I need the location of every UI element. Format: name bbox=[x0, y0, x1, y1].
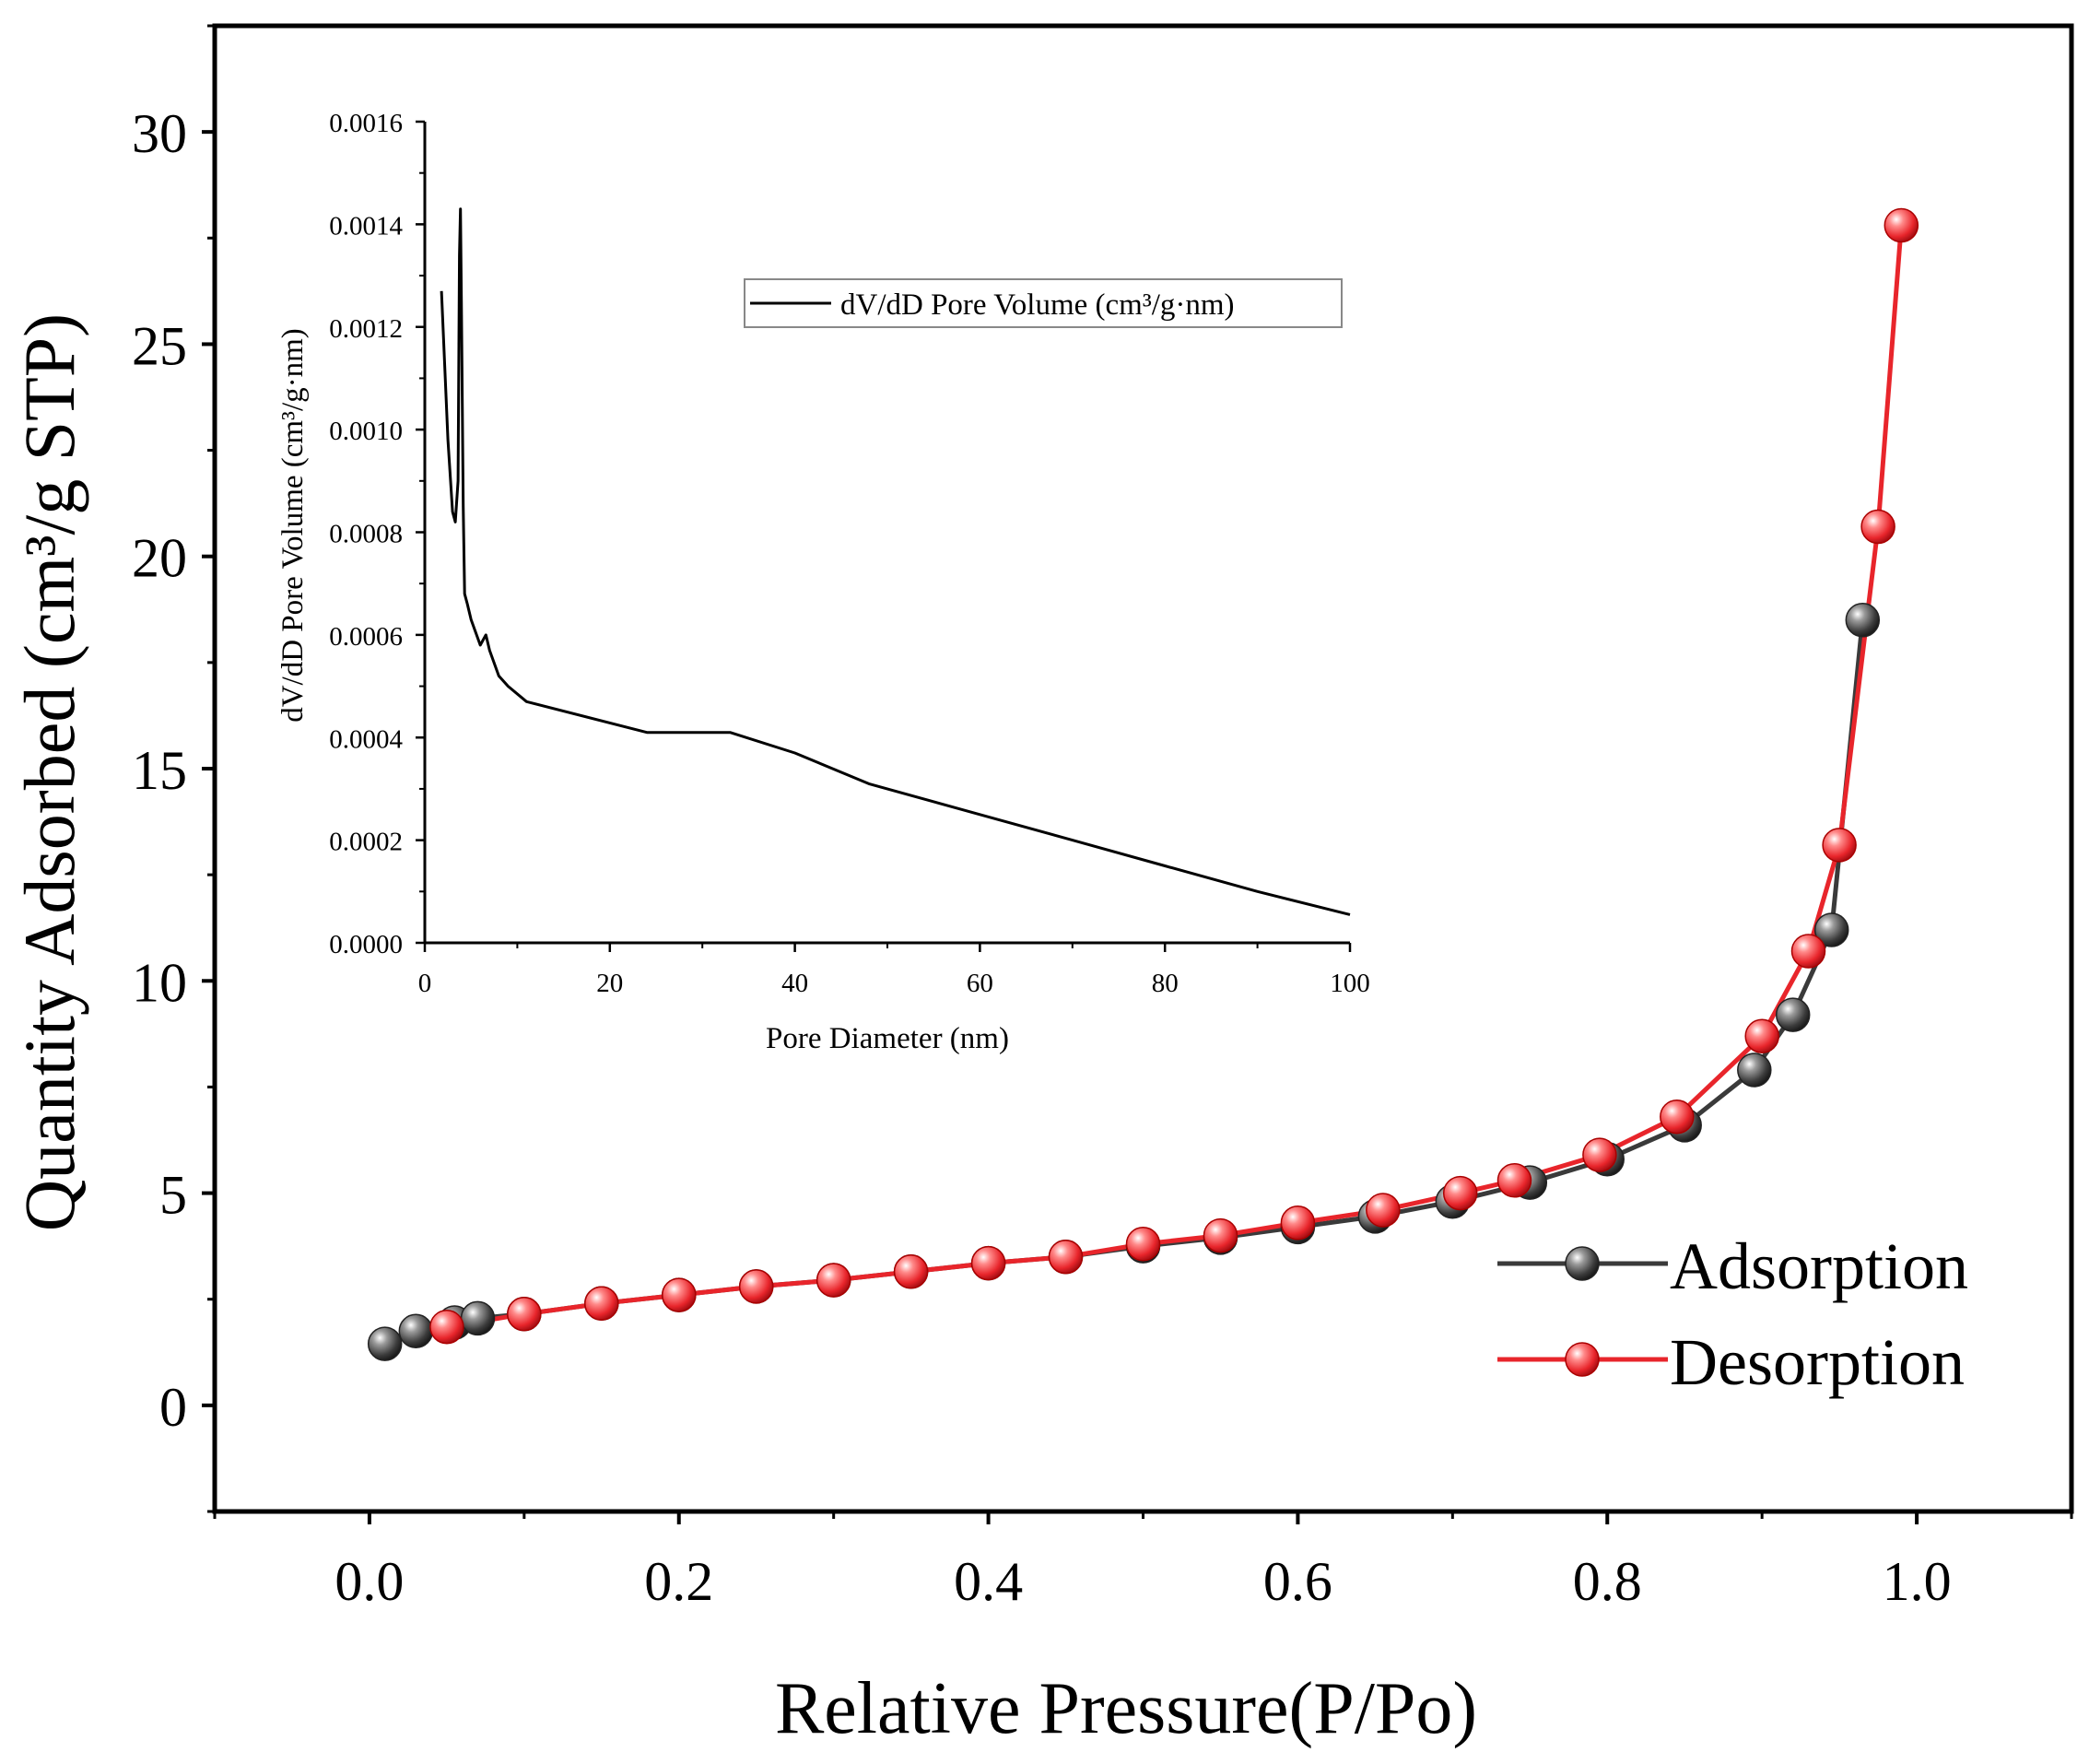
main-y-axis-label: Quantity Adsorbed (cm³/g STP) bbox=[9, 313, 89, 1231]
main-legend: Adsorption Desorption bbox=[1497, 1229, 1968, 1399]
data-point-desorption bbox=[507, 1297, 542, 1332]
data-point-desorption bbox=[1884, 207, 1919, 243]
main-y-tick-label: 5 bbox=[159, 1165, 187, 1226]
data-point-adsorption bbox=[1845, 603, 1881, 638]
main-x-tick-label: 1.0 bbox=[1883, 1551, 1952, 1612]
inset-x-tick-label: 40 bbox=[781, 969, 808, 998]
main-x-tick-label: 0.0 bbox=[334, 1551, 404, 1612]
legend-item-adsorption: Adsorption bbox=[1497, 1229, 1968, 1303]
data-point-desorption bbox=[662, 1277, 697, 1312]
inset-y-tick-label: 0.0000 bbox=[329, 930, 403, 959]
data-point-desorption bbox=[1582, 1137, 1617, 1172]
main-y-tick-label: 15 bbox=[132, 740, 187, 801]
inset-series-layer bbox=[440, 207, 1351, 916]
legend-item-desorption: Desorption bbox=[1497, 1325, 1965, 1399]
data-point-desorption bbox=[1125, 1227, 1161, 1262]
inset-series-line bbox=[440, 207, 1351, 916]
data-point-desorption bbox=[970, 1245, 1006, 1281]
data-point-adsorption bbox=[367, 1326, 403, 1361]
data-point-desorption bbox=[1860, 509, 1895, 545]
inset-x-tick-label: 80 bbox=[1152, 969, 1179, 998]
legend-desorption-marker bbox=[1565, 1342, 1600, 1377]
inset-x-tick-label: 100 bbox=[1330, 969, 1370, 998]
inset-legend-label: dV/dD Pore Volume (cm³/g·nm) bbox=[840, 288, 1235, 322]
data-point-desorption bbox=[1660, 1099, 1695, 1135]
main-series-layer bbox=[367, 207, 1919, 1361]
main-x-tick-label: 0.6 bbox=[1263, 1551, 1332, 1612]
inset-legend-box bbox=[744, 278, 1343, 328]
data-point-desorption bbox=[1496, 1163, 1532, 1198]
inset-legend: dV/dD Pore Volume (cm³/g·nm) bbox=[744, 278, 1343, 328]
data-point-adsorption bbox=[460, 1300, 496, 1336]
main-y-axis: 0 5 10 15 20 25 30 bbox=[132, 24, 217, 1513]
inset-x-tick-label: 0 bbox=[418, 969, 432, 998]
inset-y-tick-label: 0.0016 bbox=[329, 109, 403, 138]
data-point-desorption bbox=[893, 1254, 929, 1289]
inset-y-tick-label: 0.0002 bbox=[329, 828, 403, 857]
main-y-tick-label: 0 bbox=[159, 1377, 187, 1438]
data-point-desorption bbox=[1048, 1239, 1084, 1275]
main-y-tick-label: 30 bbox=[132, 103, 187, 164]
inset-x-axis-label: Pore Diameter (nm) bbox=[766, 1022, 1009, 1055]
inset-y-tick-label: 0.0010 bbox=[329, 417, 403, 446]
inset-y-tick-label: 0.0012 bbox=[329, 314, 403, 344]
data-point-desorption bbox=[584, 1286, 619, 1322]
inset-y-tick-label: 0.0008 bbox=[329, 520, 403, 549]
inset-y-tick-label: 0.0004 bbox=[329, 724, 403, 754]
inset-x-axis: 0 20 40 60 80 100 bbox=[418, 943, 1370, 998]
data-point-adsorption bbox=[1813, 912, 1849, 947]
main-x-axis-label: Relative Pressure(P/Po) bbox=[775, 1668, 1477, 1749]
inset-x-tick-label: 60 bbox=[967, 969, 993, 998]
inset-y-tick-label: 0.0014 bbox=[329, 211, 403, 241]
inset-y-axis: 0.0000 0.0002 0.0004 0.0006 0.0008 0.0010 0.00… bbox=[329, 109, 425, 959]
inset-x-tick-label: 20 bbox=[596, 969, 623, 998]
main-x-tick-label: 0.2 bbox=[644, 1551, 713, 1612]
data-point-desorption bbox=[738, 1269, 774, 1304]
inset-y-tick-label: 0.0006 bbox=[329, 622, 403, 652]
data-point-desorption bbox=[1790, 934, 1826, 969]
main-chart: 0 5 10 15 20 25 30 0.0 0.2 0.4 0.6 0.8 1.0 Relative… bbox=[9, 23, 2074, 1749]
data-point-desorption bbox=[1280, 1205, 1316, 1241]
main-y-tick-label: 20 bbox=[132, 528, 187, 589]
data-point-desorption bbox=[816, 1263, 851, 1298]
legend-adsorption-marker bbox=[1565, 1246, 1600, 1281]
main-y-tick-label: 25 bbox=[132, 315, 187, 376]
inset-chart: 0.0000 0.0002 0.0004 0.0006 0.0008 0.0010 0.00… bbox=[276, 109, 1370, 1055]
legend-desorption-label: Desorption bbox=[1670, 1325, 1965, 1399]
data-point-desorption bbox=[1744, 1018, 1779, 1053]
data-point-desorption bbox=[1442, 1175, 1478, 1211]
data-point-adsorption bbox=[398, 1313, 434, 1349]
data-point-desorption bbox=[429, 1309, 464, 1345]
inset-y-axis-label: dV/dD Pore Volume (cm³/g·nm) bbox=[276, 328, 310, 723]
legend-adsorption-label: Adsorption bbox=[1670, 1229, 1968, 1303]
main-x-axis: 0.0 0.2 0.4 0.6 0.8 1.0 bbox=[213, 1509, 2073, 1612]
data-point-desorption bbox=[1822, 828, 1857, 863]
data-point-desorption bbox=[1203, 1217, 1238, 1253]
main-x-tick-label: 0.4 bbox=[954, 1551, 1023, 1612]
series-line-desorption bbox=[446, 225, 1904, 1330]
main-x-tick-label: 0.8 bbox=[1573, 1551, 1642, 1612]
main-y-tick-label: 10 bbox=[132, 952, 187, 1013]
data-point-adsorption bbox=[1775, 997, 1811, 1032]
data-point-desorption bbox=[1366, 1193, 1401, 1228]
data-point-adsorption bbox=[1737, 1053, 1772, 1088]
